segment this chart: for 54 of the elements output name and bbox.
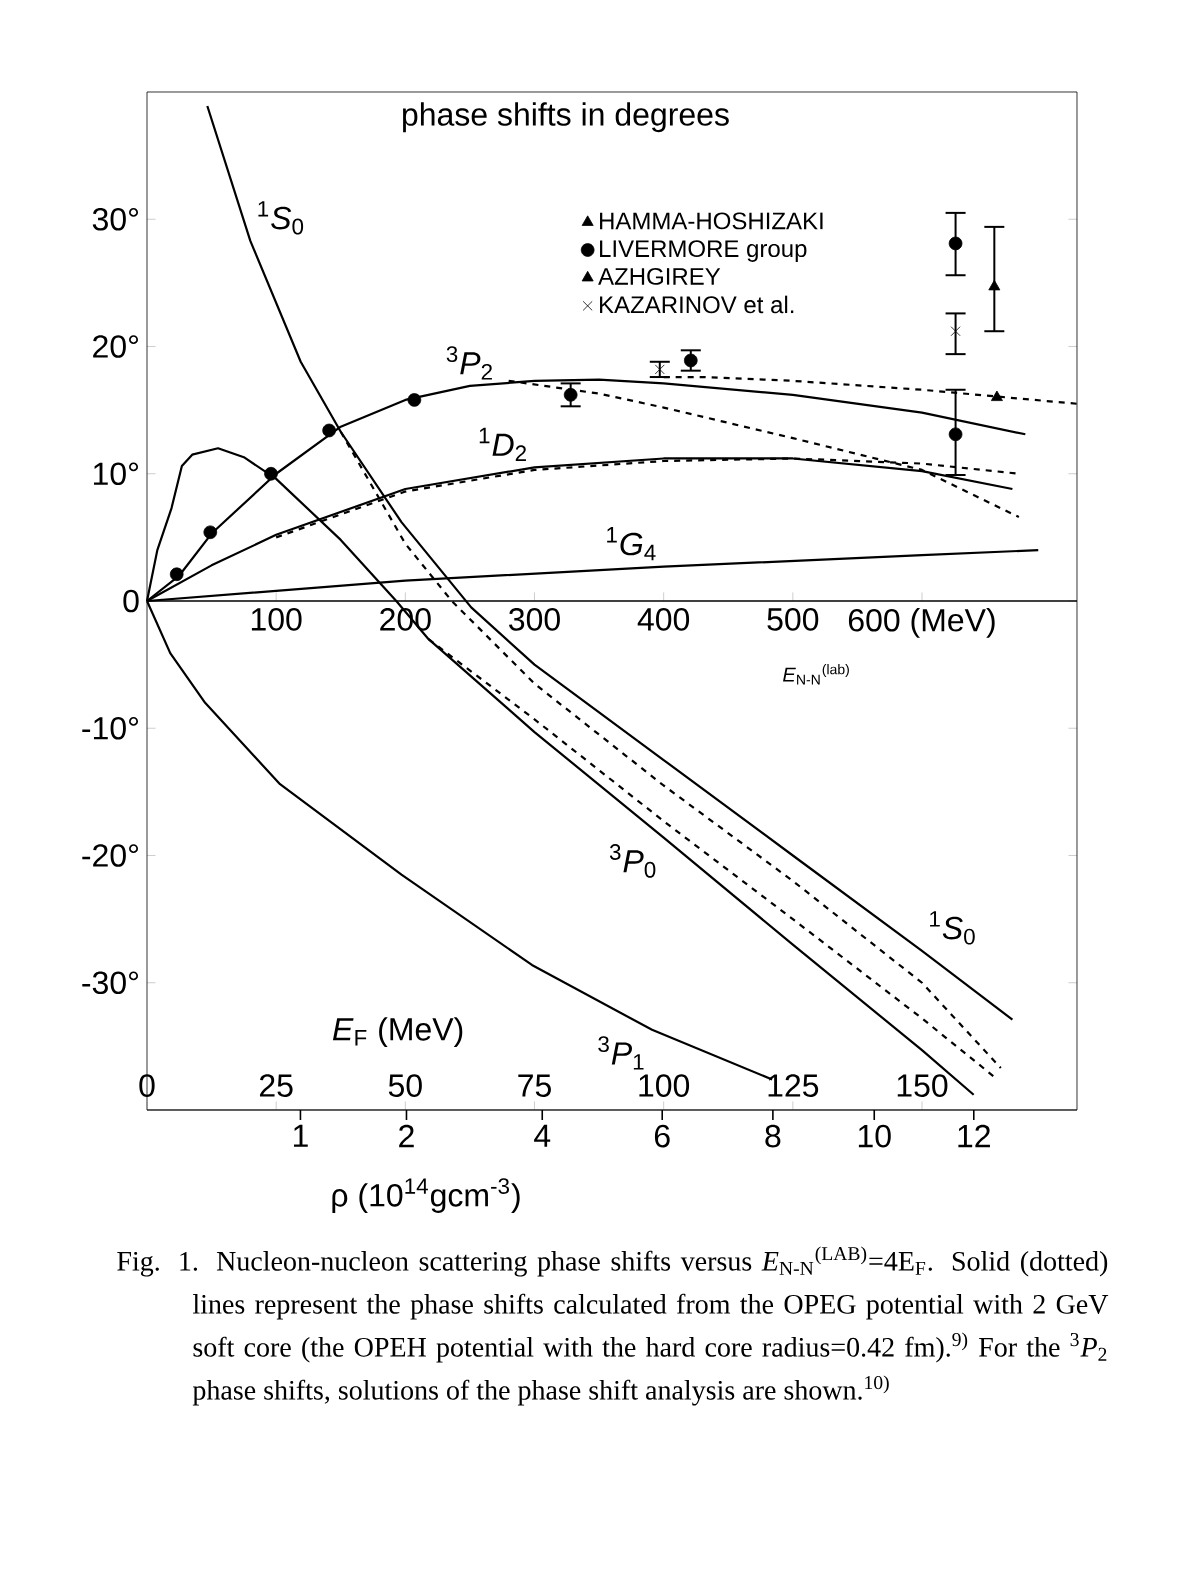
point [990, 390, 1003, 401]
text: 10 [858, 1124, 891, 1148]
x-tick-label: 500 [767, 608, 819, 631]
chart-title: phase shifts in degrees [403, 102, 729, 133]
x2-tick-label: 150 [897, 1074, 948, 1097]
series-label: $^{3}$P$_{2}$ [446, 346, 492, 380]
y-tick-label: 10° [93, 462, 139, 486]
text: 4 [534, 1124, 551, 1147]
text: ρ (10$^{14}$gcm$^{-3}$) [332, 1178, 520, 1213]
x2-tick-label: 25 [259, 1074, 293, 1097]
series-label: $^{1}$D$_{2}$ [479, 427, 526, 461]
series-label: $^{1}$S$_{0}$ [258, 201, 304, 235]
y-tick-label: -20° [82, 844, 139, 867]
point [407, 393, 422, 407]
series-label: $^{1}$G$_{4}$ [607, 527, 656, 561]
text: 8 [765, 1124, 781, 1148]
point [988, 279, 1001, 291]
text: 2 [399, 1124, 414, 1148]
text: 12 [958, 1124, 990, 1148]
x2-tick-label: 0 [139, 1074, 155, 1097]
series-label: $^{3}$P$_{0}$ [609, 844, 656, 878]
x-axis-title: E$_{N-N}$(lab) [783, 664, 849, 685]
y-tick-label: 30° [92, 207, 139, 231]
x2-tick-label: 75 [518, 1074, 551, 1097]
point [169, 567, 184, 582]
point [948, 236, 963, 251]
text: Fig. 1. Nucleon-nucleon scattering phase shifts versus E$_{N-N}$$^{(LAB)}$=4E$_{F}$. Solid (dotted) lines represent the phase shifts calculated from the OPEG potential with 2 GeV soft core (the OPEH potential with the hard core radius=0.42 fm).$^{9)}$ For the $^{3}$P$_{2}$ phase shifts, solutions of the phase shift analysis are shown.$^{10)}$ [117, 1246, 1109, 1406]
legend-label: LIVERMORE group [600, 240, 807, 262]
x-tick-label: 300 [509, 608, 560, 631]
point [948, 427, 963, 442]
y-tick-label: -10° [82, 716, 139, 740]
text: 1 [293, 1124, 308, 1147]
text: $^{1}$S$_{0}$ [930, 911, 975, 945]
x-tick-label: 400 [637, 608, 690, 631]
x-tick-label: 600 (MeV) [848, 608, 995, 638]
y-tick-label: 0 [123, 589, 139, 613]
point [563, 388, 578, 402]
x2-tick-label: 100 [639, 1074, 690, 1097]
legend-label: AZHGIREY [598, 267, 721, 285]
legend-label: HAMMA-HOSHIZAKI [600, 212, 823, 230]
point [203, 525, 218, 540]
y-tick-label: 20° [93, 335, 139, 358]
x2-axis-title: E$_{F}$ (MeV) [332, 1017, 463, 1047]
x-tick-label: 100 [251, 608, 302, 631]
point [950, 326, 961, 337]
legend-label: KAZARINOV et al. [600, 295, 794, 314]
x2-tick-label: 125 [768, 1074, 819, 1097]
text: 6 [654, 1124, 670, 1148]
y-tick-label: -30° [82, 971, 139, 995]
point [264, 466, 278, 481]
x2-tick-label: 50 [388, 1074, 422, 1097]
point [322, 423, 336, 438]
series-label: $^{3}$P$_{1}$ [598, 1036, 644, 1070]
point [654, 364, 665, 375]
